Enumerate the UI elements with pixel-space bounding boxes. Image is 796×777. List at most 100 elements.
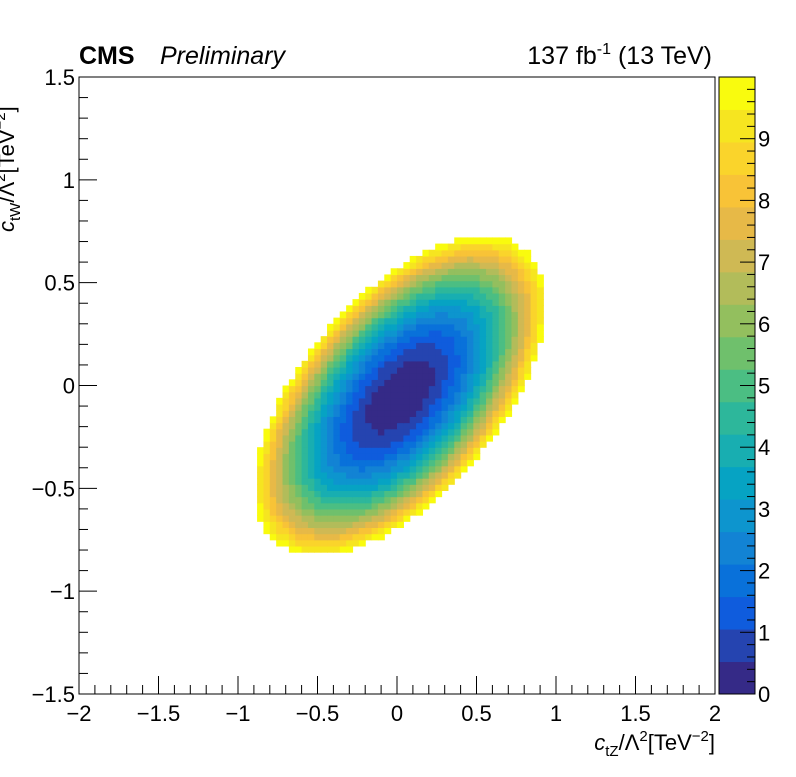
heatmap-cell [320,366,328,374]
heatmap-cell [428,348,436,356]
heatmap-cell [295,391,303,399]
heatmap-cell [536,286,544,294]
heatmap-cell [333,490,341,498]
heatmap-cell [486,317,493,325]
heatmap-cell [339,410,347,417]
heatmap-cell [422,329,430,337]
heatmap-cell [441,280,449,288]
heatmap-cell [517,280,525,288]
heatmap-cell [409,465,417,473]
heatmap-cell [358,428,366,436]
heatmap-cell [346,373,354,380]
heatmap-cell [511,286,519,294]
heatmap-cell [377,292,385,300]
heatmap-cell [454,292,462,300]
heatmap-cell [422,453,430,461]
heatmap-cell [479,262,487,269]
heatmap-cell [314,397,322,405]
heatmap-cell [390,515,398,522]
heatmap-cell [276,478,284,485]
heatmap-cell [416,441,424,448]
heatmap-cell [441,255,449,263]
heatmap-cell [416,490,424,498]
heatmap-cell [486,373,493,380]
heatmap-cell [466,299,474,306]
heatmap-cell [346,336,354,343]
heatmap-cell [403,453,411,461]
heatmap-cell [295,379,303,387]
heatmap-cell [524,366,532,374]
heatmap-cell [492,280,500,288]
heatmap-cell [365,527,373,535]
heatmap-cell [479,354,487,362]
y-axis: −1.5−1−0.500.511.5 [32,65,97,707]
heatmap-cell [320,490,328,498]
heatmap-cell [409,459,417,467]
heatmap-cell [397,404,404,411]
heatmap-cell [428,379,436,387]
heatmap-cell [511,397,519,405]
heatmap-cell [365,521,373,529]
heatmap-cell [333,354,341,362]
heatmap-cell [498,274,506,282]
heatmap-cell [447,422,455,430]
heatmap-cell [416,385,424,393]
heatmap-cell [435,274,443,282]
heatmap-cell [517,311,525,319]
heatmap-cell [371,323,379,331]
heatmap-cell [390,268,398,276]
heatmap-cell [447,410,455,417]
heatmap-cell [320,441,328,448]
heatmap-cell [403,342,411,350]
heatmap-cell [327,416,334,424]
heatmap-cell [384,515,392,522]
heatmap-cell [428,471,436,479]
heatmap-cell [530,329,538,337]
heatmap-cell [486,385,493,393]
heatmap-cell [307,354,315,362]
heatmap-cell [428,434,436,442]
heatmap-cell [441,465,449,473]
heatmap-cell [307,465,315,473]
heatmap-cell [441,379,449,387]
heatmap-cell [428,490,436,498]
heatmap-cell [257,484,265,491]
heatmap-cell [505,286,513,294]
heatmap-cell [473,323,481,331]
heatmap-cell [517,323,525,331]
heatmap-cell [492,397,500,405]
heatmap-cell [397,336,404,343]
heatmap-cell [377,484,385,491]
heatmap-cell [365,428,373,436]
heatmap-cell [447,342,455,350]
heatmap-cell [511,366,519,374]
heatmap-cell [505,243,513,251]
heatmap-cell [339,323,347,331]
heatmap-cell [479,299,487,306]
heatmap-cell [435,391,443,399]
heatmap-cell [358,478,366,485]
z-tick-label: 9 [758,127,770,152]
heatmap-cell [301,379,309,387]
heatmap-cell [492,262,500,269]
heatmap-cell [460,373,468,380]
heatmap-cell [428,311,436,319]
heatmap-cell [460,422,468,430]
heatmap-cell [384,336,392,343]
heatmap-cell [276,447,284,454]
heatmap-cell [498,311,506,319]
heatmap-cell [377,391,385,399]
heatmap-cell [327,422,334,430]
heatmap-cell [390,404,398,411]
heatmap-cell [511,274,519,282]
heatmap-cell [409,255,417,263]
heatmap-cell [269,416,277,424]
heatmap-cell [352,410,360,417]
heatmap-cell [371,391,379,399]
heatmap-cell [301,391,309,399]
heatmap-cell [454,280,462,288]
heatmap-cell [301,490,309,498]
heatmap-cell [358,354,366,362]
heatmap-cell [377,385,385,393]
heatmap-cell [524,336,532,343]
